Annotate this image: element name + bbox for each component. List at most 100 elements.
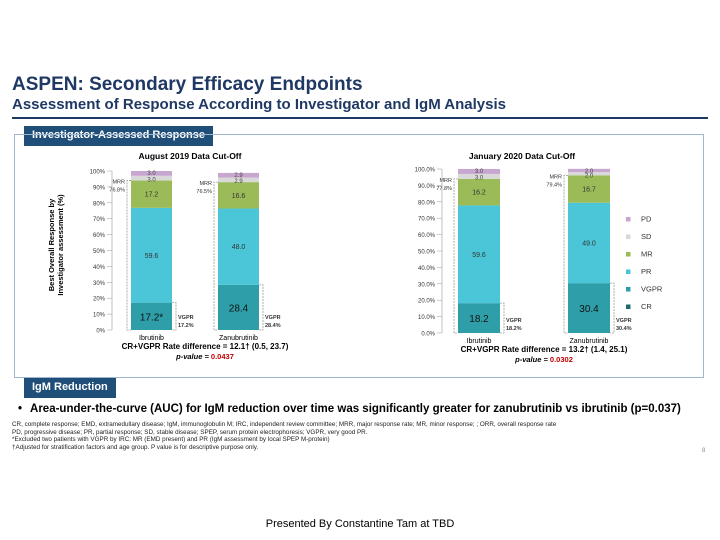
data-label-vgpr: 28.4 xyxy=(229,303,249,314)
vgpr-bracket xyxy=(172,302,177,331)
x-category-label: Zanubrutinib xyxy=(570,338,609,345)
y-tick-label: 80.0% xyxy=(418,200,436,206)
legend-swatch-vgpr xyxy=(626,287,631,292)
y-tick-label: 30% xyxy=(93,281,106,287)
bar-segment-sd xyxy=(458,173,500,179)
legend-swatch-pd xyxy=(626,217,631,222)
x-category-label: Ibrutinib xyxy=(467,338,492,345)
vgpr-label: VGPR 30.4% xyxy=(616,318,632,332)
y-tick-label: 40.0% xyxy=(418,266,436,272)
bar-segment-pr xyxy=(131,207,172,303)
chart-panel xyxy=(14,134,704,378)
footnote-2: PD, progressive disease; PR, partial res… xyxy=(12,428,368,436)
mrr-bracket xyxy=(126,180,131,331)
y-tick-label: 20% xyxy=(93,297,106,303)
data-label-sd: 2.9 xyxy=(234,179,243,185)
bar-segment-vgpr xyxy=(218,284,259,330)
y-tick-label: 0.0% xyxy=(421,332,435,338)
bar-segment-vgpr xyxy=(458,303,500,333)
y-tick-label: 90% xyxy=(93,185,106,191)
response-charts: August 2019 Data Cut-Off 0% 10% 20% 30% 40% 50… xyxy=(47,151,663,364)
data-label-vgpr: 17.2* xyxy=(140,312,163,323)
footnote-1: CR, complete response; EMD, extramedulla… xyxy=(12,421,557,428)
mrr-bracket xyxy=(213,181,218,331)
bar-segment-pr xyxy=(568,202,610,284)
p-value: p-value = 0.0302 xyxy=(514,355,573,364)
y-tick-label: 40% xyxy=(93,265,106,271)
x-category-label: Zanubrutinib xyxy=(219,335,258,342)
y-tick-label: 60% xyxy=(93,233,106,239)
data-label-pd: 3.0 xyxy=(147,171,156,177)
bar-segment-sd xyxy=(131,175,172,181)
section-tag-igm: IgM Reduction xyxy=(24,378,116,398)
y-tick-label: 0% xyxy=(96,329,105,335)
bar-segment-pd xyxy=(458,169,500,174)
page-number: 8 xyxy=(702,448,706,454)
data-label-sd: 3.0 xyxy=(147,177,156,183)
section-tag-investigator: Investigator-Assessed Response xyxy=(24,126,214,146)
mrr-bracket xyxy=(453,178,458,334)
vgpr-label: VGPR 28.4% xyxy=(265,315,281,329)
mrr-label: MRR 79.4% xyxy=(546,174,562,188)
data-label-pr: 59.6 xyxy=(472,252,486,259)
y-tick-label: 50% xyxy=(93,249,106,255)
y-tick-label: 30.0% xyxy=(418,282,436,288)
data-label-sd: 3.0 xyxy=(475,175,484,181)
legend-swatch-pr xyxy=(626,269,631,274)
slide-title: ASPEN: Secondary Efficacy Endpoints xyxy=(12,74,363,95)
legend-swatch-mr xyxy=(626,252,631,257)
p-value: p-value = 0.0437 xyxy=(175,352,234,361)
bar-segment-vgpr xyxy=(131,302,172,330)
data-label-mr: 16.7 xyxy=(582,187,596,194)
mrr-bracket xyxy=(563,174,568,334)
bar-segment-sd xyxy=(568,172,610,176)
vgpr-label: VGPR 18.2% xyxy=(506,318,522,332)
bar-segment-vgpr xyxy=(568,283,610,333)
data-label-pd: 2.9 xyxy=(234,173,243,179)
y-tick-label: 90.0% xyxy=(418,184,436,190)
vgpr-bracket xyxy=(259,284,264,331)
data-label-pr: 48.0 xyxy=(232,244,246,251)
bar-segment-mr xyxy=(458,178,500,206)
chart-title: January 2020 Data Cut-Off xyxy=(469,151,575,161)
legend-label-pd: PD xyxy=(641,215,652,224)
bar-segment-sd xyxy=(218,177,259,183)
chart-title: August 2019 Data Cut-Off xyxy=(139,151,242,161)
rate-difference: CR+VGPR Rate difference = 13.2† (1.4, 25… xyxy=(461,345,628,354)
legend-label-vgpr: VGPR xyxy=(641,285,663,294)
y-tick-label: 10.0% xyxy=(418,315,436,321)
data-label-mr: 17.2 xyxy=(145,192,159,199)
y-tick-label: 70% xyxy=(93,217,106,223)
bar-segment-pr xyxy=(458,205,500,304)
data-label-pd: 3.0 xyxy=(475,169,484,175)
data-label-sd: 2.0 xyxy=(585,174,594,180)
legend-swatch-sd xyxy=(626,234,631,239)
rate-difference: CR+VGPR Rate difference = 12.1† (0.5, 23… xyxy=(122,342,289,351)
mrr-label: MRR 76.5% xyxy=(196,181,212,195)
presented-by: Presented By Constantine Tam at TBD xyxy=(265,518,455,530)
legend-label-sd: SD xyxy=(641,232,652,241)
y-tick-label: 80% xyxy=(93,201,106,207)
bar-segment-pd xyxy=(568,168,610,173)
legend-label-cr: CR xyxy=(641,302,652,311)
data-label-mr: 16.6 xyxy=(232,193,246,200)
data-label-vgpr: 30.4 xyxy=(579,304,599,315)
title-rule xyxy=(12,117,708,119)
vgpr-bracket xyxy=(500,302,505,334)
y-tick-label: 60.0% xyxy=(418,233,436,239)
bullet-text: Area-under-the-curve (AUC) for IgM reduc… xyxy=(30,403,681,415)
legend-label-pr: PR xyxy=(641,267,652,276)
y-tick-label: 100.0% xyxy=(415,168,436,174)
bar-segment-mr xyxy=(131,180,172,208)
bar-segment-pd xyxy=(131,171,172,176)
legend-swatch-cr xyxy=(626,304,631,309)
bar-segment-mr xyxy=(568,175,610,203)
y-tick-label: 20.0% xyxy=(418,299,436,305)
mrr-label: MRR 76.8% xyxy=(109,180,125,194)
igm-bullet: • Area-under-the-curve (AUC) for IgM redu… xyxy=(18,403,681,415)
footnote-4: †Adjusted for stratification factors and… xyxy=(12,443,259,451)
y-tick-label: 50.0% xyxy=(418,250,436,256)
y-tick-label: 100% xyxy=(90,170,106,176)
data-label-pr: 49.0 xyxy=(582,240,596,247)
y-axis-title: Best Overall Response byInvestigator ass… xyxy=(47,194,65,296)
